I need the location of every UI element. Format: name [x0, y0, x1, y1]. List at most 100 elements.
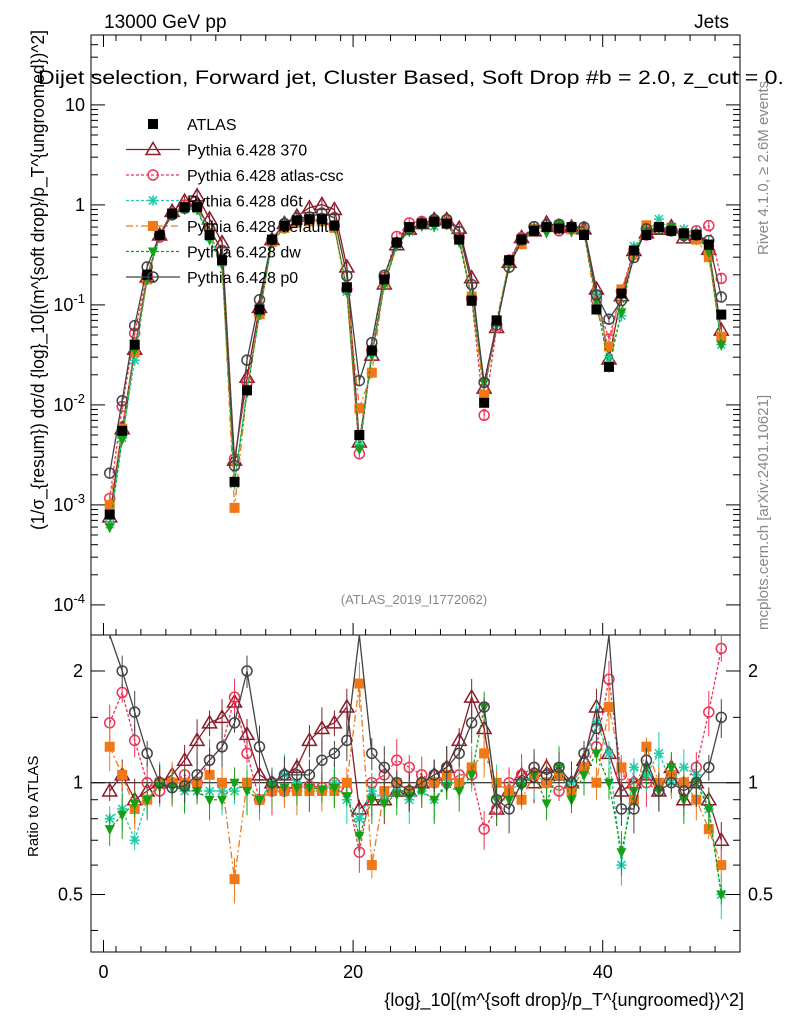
series-4-ratio-point — [291, 783, 302, 794]
analysis-id: (ATLAS_2019_I1772062) — [341, 592, 487, 607]
legend-label: Pythia 6.428 atlas-csc — [187, 168, 344, 185]
series-5-ratio-point — [141, 747, 153, 760]
legend-label: Pythia 6.428 dw — [187, 245, 301, 262]
atlas-data-point — [329, 220, 340, 231]
series-4-ratio-point — [341, 792, 352, 803]
x-tick-label: 40 — [593, 962, 613, 982]
atlas-data-point — [566, 222, 577, 233]
series-0-ratio-point — [101, 782, 119, 797]
series-5-main-point — [590, 289, 603, 301]
series-4-ratio-point — [541, 799, 552, 810]
y-tick-label: 10-2 — [53, 391, 85, 415]
series-3-ratio-point — [341, 777, 352, 788]
series-5-main-point — [478, 376, 490, 389]
series-3-ratio-point — [229, 874, 240, 885]
atlas-data-point — [441, 218, 452, 229]
series-5-ratio-point — [540, 769, 553, 781]
series-5-ratio-point — [253, 741, 266, 753]
series-4-main-point — [117, 435, 128, 446]
series-5-ratio-point — [590, 722, 603, 735]
series-5-ratio-point — [266, 776, 278, 789]
series-0-ratio-point — [201, 714, 218, 729]
series-0-ratio-point — [238, 725, 256, 741]
series-4-ratio-point — [217, 795, 228, 806]
atlas-data-point — [454, 234, 465, 245]
atlas-data-point — [678, 228, 689, 239]
atlas-data-point — [504, 255, 515, 266]
series-1-ratio-point — [603, 673, 615, 685]
series-5-ratio-point — [128, 706, 141, 718]
atlas-data-point — [154, 230, 165, 240]
series-3-ratio-point — [616, 762, 627, 773]
atlas-data-point — [391, 237, 402, 248]
series-5-ratio-point — [228, 717, 241, 729]
series-3-ratio-point — [591, 777, 602, 788]
series-3-ratio-point — [641, 741, 652, 752]
series-5-ratio-point — [378, 761, 391, 774]
series-1-ratio-point — [228, 691, 241, 703]
atlas-data-point — [603, 361, 614, 372]
series-3-ratio-point — [366, 860, 377, 871]
series-5-ratio-point — [241, 665, 253, 677]
series-1-ratio-point — [715, 642, 728, 655]
series-2-ratio-point — [628, 762, 639, 773]
legend-label: Pythia 6.428 d6t — [187, 194, 303, 211]
series-5-ratio-point — [328, 747, 341, 760]
atlas-data-point — [416, 218, 427, 229]
series-4-main-point — [616, 308, 627, 319]
atlas-data-point — [591, 304, 602, 315]
legend-label: Pythia 6.428 p0 — [187, 270, 298, 287]
ratio-y-tick-label-right: 1 — [748, 773, 758, 793]
series-4-ratio-point — [591, 749, 602, 760]
series-5-ratio-point — [303, 769, 316, 781]
atlas-data-point — [404, 222, 415, 233]
series-5-ratio-line — [109, 634, 722, 810]
atlas-data-point — [291, 215, 302, 226]
series-5-main-point — [241, 354, 253, 366]
atlas-data-point — [179, 202, 190, 213]
atlas-data-point — [541, 222, 552, 233]
atlas-data-point — [716, 309, 727, 320]
category-label: Jets — [694, 12, 729, 33]
atlas-data-point — [229, 476, 240, 487]
series-3-ratio-point — [479, 748, 490, 759]
y-tick-label: 1 — [75, 195, 85, 215]
series-3-ratio-point — [117, 769, 128, 780]
series-3-ratio-point — [217, 777, 228, 788]
series-5-ratio-point — [291, 769, 303, 781]
source-note: mcplots.cern.ch [arXiv:2401.10621] — [755, 395, 772, 630]
atlas-data-point — [429, 216, 440, 227]
axis-ticks: 0 20 40 10-4 10-3 10-2 10-1 1 10 0.5 0.5 1 1 2 2 — [53, 34, 773, 982]
atlas-data-point — [316, 214, 327, 225]
series-0-ratio-point — [176, 751, 193, 766]
series-3-main-point — [366, 367, 377, 378]
atlas-data-point — [466, 295, 477, 306]
atlas-data-point — [304, 214, 315, 225]
series-5-ratio-point — [403, 785, 416, 797]
series-5-ratio-point — [490, 793, 503, 806]
series-0-ratio-point — [213, 708, 231, 724]
atlas-data-point — [529, 225, 540, 236]
series-5-ratio-point — [665, 776, 678, 789]
series-0-ratio-point — [313, 719, 331, 735]
series-5-main-point — [715, 291, 728, 303]
y-tick-label: 10-3 — [53, 491, 85, 515]
main-y-axis-label: (1/σ_{resum}) dσ/d {log}_10[(m^{soft dro… — [28, 30, 49, 530]
series-1-ratio-point — [703, 706, 715, 718]
series-4-main-line — [109, 208, 722, 528]
series-4-main-point — [716, 340, 727, 351]
series-5-ratio-point — [703, 761, 715, 774]
series-5-ratio-point — [628, 803, 640, 815]
series-3-main-point — [229, 502, 240, 513]
legend-marker — [147, 271, 159, 283]
atlas-data-point — [167, 208, 178, 219]
series-4-ratio-point — [142, 795, 153, 806]
atlas-data-point — [479, 397, 490, 408]
series-5-ratio-point — [578, 747, 590, 760]
series-5-ratio-point — [366, 747, 378, 760]
legend-label: Pythia 6.428 370 — [187, 143, 307, 160]
atlas-data-point — [628, 245, 639, 256]
series-5-ratio-point — [640, 754, 653, 766]
atlas-data-point — [653, 222, 664, 233]
series-4-ratio-point — [117, 810, 128, 821]
